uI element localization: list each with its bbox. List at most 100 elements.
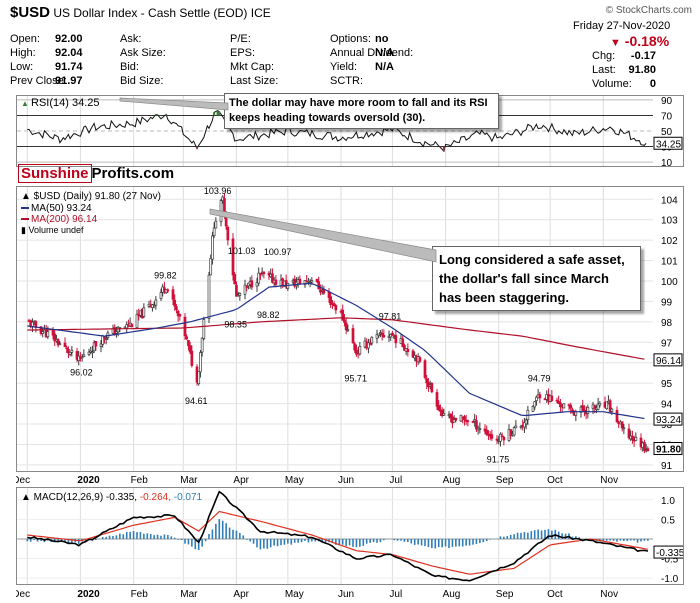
price-candle xyxy=(343,319,346,323)
quote-value: 92.04 xyxy=(55,47,83,59)
price-candle xyxy=(200,337,204,353)
price-candle xyxy=(401,338,405,347)
price-peak-label: 100.97 xyxy=(264,247,292,257)
price-candle xyxy=(533,401,537,408)
quote-label: EPS: xyxy=(230,47,256,59)
price-candle xyxy=(255,282,259,287)
price-candle xyxy=(466,420,470,423)
price-tick-label: 91 xyxy=(661,461,673,472)
price-candle xyxy=(627,428,631,439)
price-candle xyxy=(598,402,602,406)
price-candle xyxy=(550,395,554,401)
price-candle xyxy=(224,216,228,227)
watermark: © StockCharts.com xyxy=(605,5,692,16)
price-candle xyxy=(555,399,559,402)
quote-label: Last Size: xyxy=(230,75,279,87)
price-peak-label: 97.81 xyxy=(379,312,402,322)
price-peak-label: 101.03 xyxy=(228,246,256,256)
exchange: ICE xyxy=(250,6,271,20)
price-candle xyxy=(115,331,118,334)
price-candle xyxy=(317,281,321,290)
macd-tick-label: 0.5 xyxy=(661,515,675,526)
quote-date: Friday 27-Nov-2020 xyxy=(573,20,671,32)
rsi-label: RSI(14) 34.25 xyxy=(31,97,99,109)
price-candle xyxy=(166,289,170,292)
price-candle xyxy=(569,404,573,409)
price-candle xyxy=(103,336,106,339)
price-tick-label: 102 xyxy=(661,236,678,247)
price-candle xyxy=(154,299,158,306)
price-candle xyxy=(250,280,254,288)
x-axis-bottom: Dec 2020 Feb Mar Apr May Jun Jul Aug Sep Oct Nov xyxy=(16,589,618,600)
price-candle xyxy=(211,235,214,260)
price-candle xyxy=(449,413,453,419)
price-candle xyxy=(329,296,333,306)
x-axis-month-label: Sep xyxy=(496,475,514,486)
price-candle xyxy=(346,329,350,332)
price-candle xyxy=(315,278,319,282)
price-candle xyxy=(559,402,562,408)
price-candle xyxy=(226,226,230,241)
quote-label: Bid: xyxy=(120,61,139,73)
price-tick-label: 101 xyxy=(661,257,678,268)
price-candle xyxy=(634,436,638,441)
price-peak-label: 103.96 xyxy=(204,186,232,196)
price-candle xyxy=(471,421,475,423)
x-axis-month-label: 2020 xyxy=(77,475,100,486)
legend-ma200: MA(200) 96.14 xyxy=(31,214,98,225)
price-tick-label: 99 xyxy=(661,297,673,308)
rsi-tick-label: 10 xyxy=(661,158,673,167)
price-candle xyxy=(454,417,458,421)
quote-value: 92.00 xyxy=(55,33,83,45)
price-candle xyxy=(452,419,456,423)
price-tick-label: 95 xyxy=(661,379,673,390)
price-candle xyxy=(68,351,72,355)
macd-last-box xyxy=(653,545,683,559)
price-candle xyxy=(187,339,190,347)
price-candle xyxy=(423,360,427,378)
quote-value: -0.17 xyxy=(630,50,656,62)
price-candle xyxy=(622,427,626,430)
price-candle xyxy=(524,419,528,425)
price-candle xyxy=(91,351,94,354)
price-candle xyxy=(430,382,434,393)
price-candle xyxy=(473,419,477,422)
price-candle xyxy=(219,200,223,223)
price-peak-label: 98.35 xyxy=(224,320,247,330)
price-candle xyxy=(197,371,201,384)
price-peak-label: 94.79 xyxy=(528,373,551,383)
price-candle xyxy=(646,448,650,452)
macd-tick-label: -0.5 xyxy=(661,555,679,566)
price-candle xyxy=(581,405,585,411)
price-candle xyxy=(245,286,249,288)
price-peak-label: 95.71 xyxy=(344,374,367,384)
price-candle xyxy=(490,434,494,439)
rsi-line xyxy=(27,109,647,153)
price-tick-label: 103 xyxy=(661,216,678,227)
price-candle xyxy=(332,303,336,306)
price-candle xyxy=(188,345,192,353)
quote-value: 91.74 xyxy=(55,61,83,73)
price-tick-label: 100 xyxy=(661,277,678,288)
quote-value: N/A xyxy=(375,47,394,59)
price-candle xyxy=(298,278,302,284)
logo-part2: Profits.com xyxy=(91,165,175,182)
price-candle xyxy=(411,350,415,358)
x-axis-month-label: Jun xyxy=(338,475,354,486)
down-triangle-icon: ▼ xyxy=(610,37,621,49)
quote-label: High: xyxy=(10,47,36,59)
quote-label: Yield: xyxy=(330,61,358,73)
price-candle xyxy=(171,289,175,300)
rsi-tick-label: 90 xyxy=(661,96,673,107)
chart-title: $USD US Dollar Index - Cash Settle (EOD)… xyxy=(10,4,271,21)
price-candle xyxy=(593,405,597,409)
price-candle xyxy=(403,345,406,351)
price-candle xyxy=(639,437,643,448)
x-axis-month-label: Jul xyxy=(389,475,402,486)
price-candle xyxy=(135,313,139,329)
price-last-value: 96.14 xyxy=(656,356,681,367)
macd-panel: 1.0 0.5 -0.5 -1.0 -0.335 ▲ MACD(12,26,9) -0.3… xyxy=(16,487,684,585)
x-axis-month-label: Apr xyxy=(233,475,249,486)
price-annotation: Long considered a safe asset, the dollar… xyxy=(432,246,641,311)
price-candle xyxy=(643,442,646,451)
